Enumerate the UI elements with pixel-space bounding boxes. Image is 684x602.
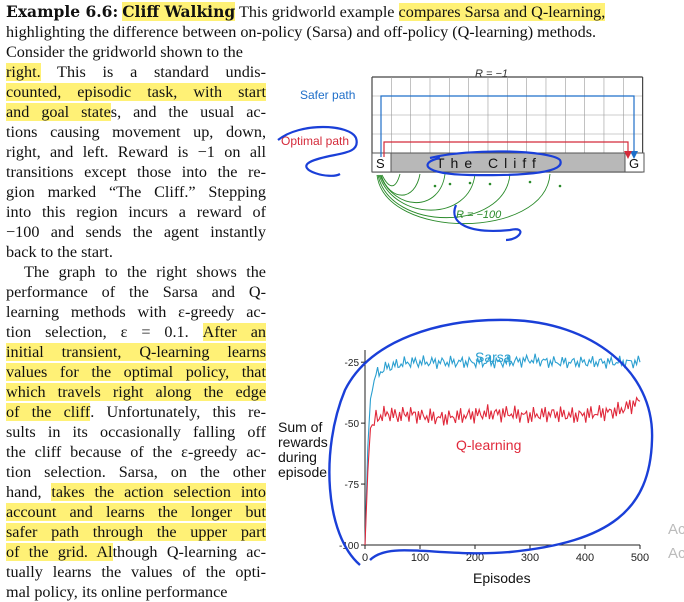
text-line: right, and left. Reward is −1 on all	[6, 143, 266, 161]
cliff-return-arrows	[376, 173, 551, 225]
annotation-scribble-optimal	[277, 125, 358, 177]
text-line: gion marked “The Cliff.” Stepping	[6, 183, 266, 201]
text-column: right. This is a standard undis-counted,…	[6, 62, 267, 602]
series-line-sarsa	[364, 353, 641, 546]
text-line: and goal states, and the usual ac-	[6, 103, 266, 121]
series-label-sarsa: Sarsa	[475, 349, 512, 365]
y-axis-label-line: rewards	[278, 434, 328, 450]
optimal-path-label: Optimal path	[281, 134, 349, 148]
reward-top-label: R = −1	[475, 68, 508, 80]
annotation-scribble-cliff	[426, 150, 562, 177]
intro-line-3: Consider the gridworld shown to the	[6, 43, 243, 61]
text-line: tually learns the values of the opti-	[6, 563, 266, 581]
text-line: into this region incurs a reward of	[6, 203, 266, 221]
text-line: counted, episodic task, with start	[6, 83, 266, 101]
example-label: Example 6.6:	[6, 2, 119, 21]
annotation-scribble-reward	[453, 204, 522, 242]
text-line: mal policy, its online performance	[6, 583, 228, 601]
y-tick-label: -100	[339, 541, 359, 552]
x-tick-label: 400	[576, 552, 594, 564]
intro-highlight: compares Sarsa and Q-learning,	[398, 3, 606, 21]
text-line: account and learns the longer but	[6, 503, 266, 521]
y-tick-label: -75	[345, 480, 360, 491]
text-line: transitions except those into the re-	[6, 163, 266, 181]
x-tick-label: 500	[631, 552, 649, 564]
x-tick-label: 300	[521, 552, 539, 564]
safer-path-label: Safer path	[300, 88, 355, 102]
text-line: of the grid. Although Q-learning ac-	[6, 543, 266, 561]
safer-path-arrowhead	[630, 151, 638, 159]
annotation-circle	[328, 318, 654, 566]
series-line-q-learning	[364, 396, 641, 546]
text-line: learning methods with ε-greedy ac-	[6, 303, 266, 321]
text-line: tions causing movement up, down,	[6, 123, 266, 141]
text-line: initial transient, Q-learning learns	[6, 343, 266, 361]
start-label: S	[376, 156, 385, 171]
x-axis-label: Episodes	[473, 570, 531, 586]
y-tick-label: -25	[345, 358, 360, 369]
intro-text: This gridworld example	[238, 3, 395, 21]
text-line: tion selection, ε = 0.1. After an	[6, 323, 266, 341]
optimal-path-arrowhead	[624, 151, 632, 159]
optimal-path-line	[383, 141, 629, 157]
text-line: −100 and sends the agent instantly	[6, 223, 266, 241]
text-line: performance of the Sarsa and Q-	[6, 283, 266, 301]
text-line: tion selection. Sarsa, on the other	[6, 463, 266, 481]
example-heading: Example 6.6: Cliff Walking This gridworl…	[6, 2, 606, 22]
series-lines	[364, 353, 641, 546]
performance-chart: -25 -50 -75 -100 0 100 200 300 400 500 Sum ofrew…	[278, 318, 654, 586]
y-axis-label-line: Sum of	[278, 419, 322, 435]
text-line: which travels right along the edge	[6, 383, 266, 401]
x-tick-label: 100	[411, 552, 429, 564]
x-tick-label: 200	[466, 552, 484, 564]
y-axis-label-line: during	[278, 449, 317, 465]
paragraph-1: right. This is a standard undis-counted,…	[6, 62, 266, 262]
x-tick-label: 0	[362, 552, 368, 564]
cliff-label: The Cliff	[436, 155, 542, 171]
y-axis: -25 -50 -75 -100	[339, 350, 366, 552]
x-axis: 0 100 200 300 400 500	[362, 544, 649, 564]
text-line: hand, takes the action selection into	[6, 483, 267, 501]
cliff-fall-dots	[433, 180, 562, 188]
side-fragment-2: Ac	[668, 545, 684, 562]
y-axis-label-line: episode	[278, 464, 327, 480]
text-line: of the cliff. Unfortunately, this re-	[6, 403, 266, 421]
goal-label: G	[629, 156, 639, 171]
paragraph-2: The graph to the right shows the performa…	[6, 262, 267, 602]
text-line: back to the start.	[6, 243, 113, 261]
text-line: values for the optimal policy, that	[6, 363, 266, 381]
text-line: right. This is a standard undis-	[6, 63, 266, 81]
text-line: the cliff because of the ε-greedy ac-	[6, 443, 266, 461]
gridworld-figure: R = −1 The Cliff S G Safer path Optimal …	[277, 68, 645, 242]
intro-line-2: highlighting the difference between on-p…	[6, 23, 597, 41]
text-line: sults in its occasionally falling off	[6, 423, 266, 441]
series-label-q-learning: Q-learning	[456, 437, 521, 453]
side-fragment-1: Ac	[668, 521, 684, 538]
example-name: Cliff Walking	[122, 2, 236, 21]
y-tick-label: -50	[345, 419, 360, 430]
reward-cliff-label: R = −100	[456, 209, 502, 221]
text-line: The graph to the right shows the	[24, 263, 266, 281]
text-line: safer path through the upper part	[6, 523, 266, 541]
safer-path-line	[380, 95, 635, 157]
